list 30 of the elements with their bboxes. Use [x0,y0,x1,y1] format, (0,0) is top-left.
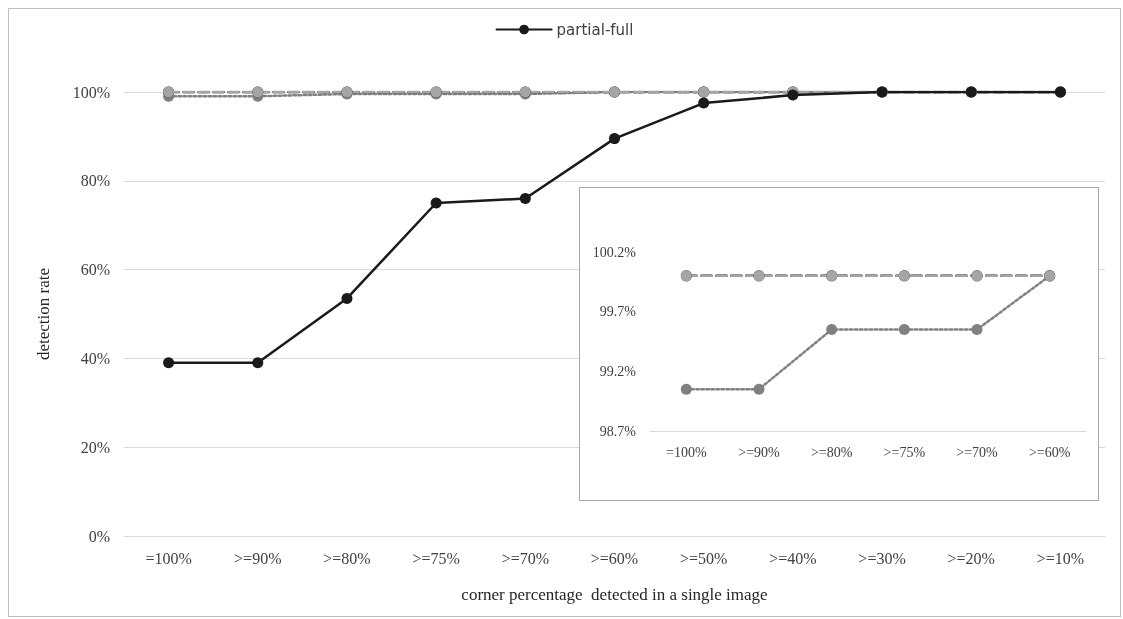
x-tick-label: =100% [145,549,192,567]
x-tick-label: >=75% [883,444,926,460]
x-tick-label: >=60% [1028,444,1071,460]
x-tick-label: >=80% [323,549,371,567]
y-tick-label: 100.2% [592,244,637,260]
y-tick-label: 0% [88,527,110,545]
x-tick-label: >=60% [590,549,639,567]
y-tick-label: 60% [80,261,110,279]
y-tick-label: 40% [80,349,110,367]
x-tick-label: >=30% [858,549,906,567]
x-tick-label: >=40% [769,549,817,567]
x-tick-label: >=70% [501,549,550,567]
y-tick-label: 99.2% [599,363,637,379]
y-tick-label: 80% [80,172,110,190]
x-tick-label: >=50% [679,549,728,567]
x-tick-label: >=70% [956,444,999,460]
x-tick-label: >=90% [738,444,781,460]
x-tick-label: =100% [666,444,707,460]
y-tick-label: 100% [72,83,110,101]
x-tick-label: >=75% [412,549,460,567]
legend-label: partial-full [556,20,634,39]
y-tick-label: 20% [80,438,110,456]
x-tick-label: >=80% [810,444,853,460]
x-tick-label: >=10% [1036,549,1085,567]
y-axis-title: detection rate [34,267,53,361]
y-tick-label: 99.7% [599,304,637,320]
y-tick-label: 98.7% [599,423,637,439]
x-tick-label: >=90% [234,549,282,567]
x-tick-label: >=20% [947,549,995,567]
x-axis-title: corner percentage detected in a single image [461,585,768,604]
